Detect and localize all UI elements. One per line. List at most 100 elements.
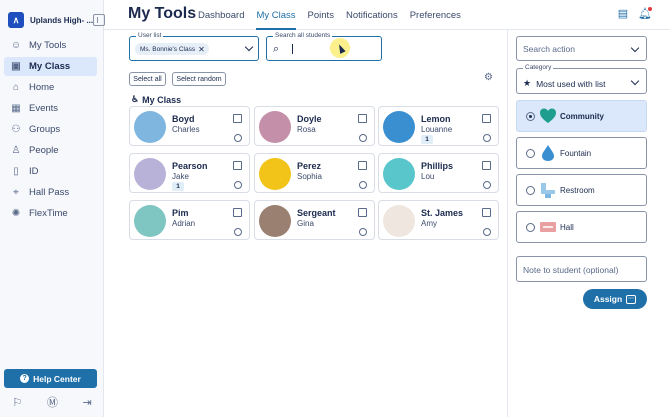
student-first-name: Amy: [421, 219, 437, 228]
student-card[interactable]: Boyd Charles: [129, 106, 250, 146]
student-card[interactable]: Lemon Louanne 1: [378, 106, 499, 146]
student-first-name: Lou: [421, 172, 435, 181]
student-checkbox[interactable]: [233, 161, 242, 170]
student-checkbox[interactable]: [482, 114, 491, 123]
sidebar-item-home[interactable]: ⌂ Home: [4, 78, 97, 97]
location-fountain[interactable]: Fountain: [516, 137, 647, 169]
help-center-button[interactable]: ? Help Center: [4, 369, 97, 388]
smiley-icon: ☺: [10, 39, 22, 51]
student-last-name: Pim: [172, 208, 189, 218]
tab-points[interactable]: Points: [307, 10, 334, 21]
app-logo-icon[interactable]: Ⓜ: [46, 397, 58, 409]
collapse-sidebar-icon[interactable]: [93, 14, 105, 26]
sidebar-item-my-tools[interactable]: ☺ My Tools: [4, 36, 97, 55]
category-value: ★ Most used with list: [523, 78, 606, 89]
question-icon: ?: [20, 374, 30, 383]
location-restroom[interactable]: Restroom: [516, 174, 647, 206]
radio-unselected[interactable]: [526, 186, 535, 195]
profile-icon[interactable]: [359, 134, 367, 142]
chevron-down-icon[interactable]: [630, 43, 640, 53]
student-card[interactable]: Phillips Lou: [378, 153, 499, 193]
sidebar-item-events[interactable]: ▦ Events: [4, 99, 97, 118]
student-avatar: [259, 111, 291, 143]
student-checkbox[interactable]: [482, 161, 491, 170]
student-checkbox[interactable]: [358, 114, 367, 123]
search-action-select[interactable]: Search action: [516, 36, 647, 61]
student-avatar: [383, 158, 415, 190]
assign-button[interactable]: Assign ···: [583, 289, 647, 309]
sidebar-item-my-class[interactable]: ▣ My Class: [4, 57, 97, 76]
sidebar-footer: ⚐ Ⓜ ⇥: [0, 394, 104, 410]
group-icon: ⚇: [11, 123, 21, 135]
note-to-student-input[interactable]: Note to student (optional): [516, 256, 647, 282]
heart-icon: [540, 108, 556, 123]
school-selector[interactable]: ∧ Uplands High- ...: [8, 10, 100, 30]
radio-unselected[interactable]: [526, 149, 535, 158]
tab-notifications[interactable]: Notifications: [345, 10, 398, 21]
sidebar-item-label: My Class: [29, 61, 71, 72]
sidebar-item-hall-pass[interactable]: ⌖ Hall Pass: [4, 183, 97, 202]
sidebar-item-id[interactable]: ▯ ID: [4, 162, 97, 181]
logout-icon[interactable]: ⇥: [82, 396, 92, 409]
more-options-icon[interactable]: ···: [626, 294, 637, 304]
profile-icon[interactable]: [483, 134, 491, 142]
student-card[interactable]: St. James Amy: [378, 200, 499, 240]
student-first-name: Jake: [172, 172, 189, 181]
student-checkbox[interactable]: [358, 208, 367, 217]
sidebar-item-groups[interactable]: ⚇ Groups: [4, 120, 97, 139]
radio-unselected[interactable]: [526, 223, 535, 232]
tab-my-class[interactable]: My Class: [256, 10, 296, 30]
profile-icon[interactable]: [483, 181, 491, 189]
user-list-select[interactable]: User list Ms. Bonnie's Class ✕: [129, 32, 259, 61]
id-icon: ▯: [13, 165, 19, 177]
sidebar-nav: ☺ My Tools ▣ My Class ⌂ Home ▦ Events ⚇ …: [4, 36, 97, 225]
student-last-name: Pearson: [172, 161, 208, 171]
sidebar-item-label: Home: [29, 82, 55, 93]
profile-icon[interactable]: [234, 228, 242, 236]
help-center-label: Help Center: [33, 373, 81, 384]
feedback-icon[interactable]: ⚐: [12, 396, 23, 409]
panel-divider: [507, 30, 508, 417]
top-bar: My Tools Dashboard My Class Points Notif…: [104, 0, 670, 30]
bell-icon[interactable]: 🔔︎: [638, 7, 652, 20]
student-avatar: [134, 158, 166, 190]
chevron-down-icon[interactable]: [630, 76, 640, 86]
student-search-input[interactable]: Search all students ⌕: [266, 32, 382, 61]
student-checkbox[interactable]: [358, 161, 367, 170]
page-title: My Tools: [128, 5, 197, 22]
student-checkbox[interactable]: [233, 208, 242, 217]
tab-preferences[interactable]: Preferences: [409, 10, 461, 21]
student-card[interactable]: Sergeant Gina: [254, 200, 375, 240]
sidebar-item-people[interactable]: ♙ People: [4, 141, 97, 160]
top-icons: ▤ 🔔︎: [608, 7, 652, 21]
home-icon: ⌂: [12, 81, 20, 93]
profile-icon[interactable]: [359, 228, 367, 236]
location-community[interactable]: Community: [516, 100, 647, 132]
student-card[interactable]: Pim Adrian: [129, 200, 250, 240]
select-all-button[interactable]: Select all: [129, 72, 166, 86]
profile-icon[interactable]: [234, 134, 242, 142]
student-card[interactable]: Perez Sophia: [254, 153, 375, 193]
student-first-name: Adrian: [172, 219, 196, 228]
remove-chip-icon[interactable]: ✕: [198, 44, 205, 54]
student-checkbox[interactable]: [233, 114, 242, 123]
profile-icon[interactable]: [234, 181, 242, 189]
profile-icon[interactable]: [359, 181, 367, 189]
sidebar-item-flextime[interactable]: ✺ FlexTime: [4, 204, 97, 223]
location-hall[interactable]: Hall: [516, 211, 647, 243]
chevron-down-icon[interactable]: [244, 42, 254, 52]
search-icon: ⌕: [273, 43, 280, 55]
message-icon[interactable]: ▤: [617, 8, 629, 20]
id-card-icon: ▣: [11, 60, 21, 72]
category-select[interactable]: Category ★ Most used with list: [516, 64, 647, 94]
select-random-button[interactable]: Select random: [172, 72, 226, 86]
student-checkbox[interactable]: [482, 208, 491, 217]
student-card[interactable]: Pearson Jake 1: [129, 153, 250, 193]
section-title-label: My Class: [142, 94, 182, 105]
student-card[interactable]: Doyle Rosa: [254, 106, 375, 146]
profile-icon[interactable]: [483, 228, 491, 236]
gear-icon[interactable]: ⚙: [484, 72, 493, 83]
radio-selected[interactable]: [526, 112, 535, 121]
user-list-chip[interactable]: Ms. Bonnie's Class ✕: [135, 43, 209, 55]
tab-dashboard[interactable]: Dashboard: [198, 10, 245, 21]
